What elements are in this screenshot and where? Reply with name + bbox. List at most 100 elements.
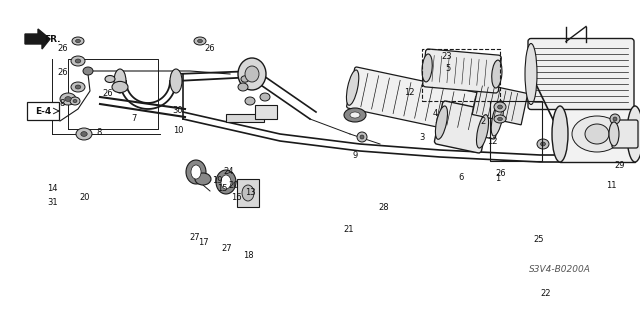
Text: E-4: E-4 (35, 107, 51, 115)
Ellipse shape (492, 101, 504, 136)
Ellipse shape (71, 56, 85, 66)
Text: 22: 22 (540, 289, 550, 298)
Text: 3: 3 (420, 133, 425, 142)
Text: 14: 14 (47, 184, 58, 193)
Ellipse shape (260, 93, 270, 101)
Ellipse shape (76, 59, 81, 63)
Ellipse shape (242, 185, 254, 201)
FancyBboxPatch shape (435, 101, 490, 153)
Text: 18: 18 (243, 251, 253, 260)
Ellipse shape (76, 85, 81, 89)
Text: 12: 12 (404, 88, 415, 97)
Text: 8: 8 (97, 128, 102, 137)
Ellipse shape (73, 100, 77, 103)
FancyBboxPatch shape (27, 102, 59, 120)
Ellipse shape (81, 132, 87, 137)
Ellipse shape (494, 115, 506, 123)
Ellipse shape (245, 66, 259, 82)
Text: 26: 26 (102, 89, 113, 98)
Text: 4: 4 (433, 109, 438, 118)
Text: 1: 1 (495, 174, 500, 183)
FancyBboxPatch shape (528, 39, 634, 109)
Ellipse shape (498, 105, 502, 109)
Text: S3V4-B0200A: S3V4-B0200A (529, 264, 591, 273)
Ellipse shape (613, 117, 617, 121)
Ellipse shape (344, 108, 366, 122)
Ellipse shape (609, 122, 619, 146)
Text: 29: 29 (614, 161, 625, 170)
Ellipse shape (72, 37, 84, 45)
Text: 28: 28 (379, 203, 389, 212)
Text: 27: 27 (190, 233, 200, 242)
Text: 26: 26 (205, 44, 215, 53)
Text: 7: 7 (132, 114, 137, 122)
Ellipse shape (76, 40, 81, 43)
Text: 10: 10 (173, 126, 183, 135)
Text: 2: 2 (481, 117, 486, 126)
Text: FR.: FR. (44, 34, 61, 43)
Ellipse shape (357, 132, 367, 142)
Ellipse shape (112, 81, 128, 93)
Text: 26: 26 (495, 169, 506, 178)
Ellipse shape (60, 93, 76, 105)
Ellipse shape (585, 124, 609, 144)
Ellipse shape (241, 76, 249, 82)
Text: 26: 26 (58, 68, 68, 77)
Text: 31: 31 (47, 198, 58, 207)
Text: 21: 21 (344, 225, 354, 234)
Text: 17: 17 (198, 238, 209, 247)
Text: 5: 5 (445, 64, 451, 73)
Bar (226, 114, 264, 122)
Ellipse shape (105, 76, 115, 83)
Ellipse shape (541, 142, 545, 146)
Ellipse shape (498, 117, 502, 121)
Text: 20: 20 (79, 193, 90, 202)
Text: 15: 15 (218, 184, 228, 193)
Ellipse shape (525, 43, 537, 105)
Text: 30: 30 (173, 106, 183, 115)
Text: 27: 27 (222, 244, 232, 253)
Ellipse shape (350, 112, 360, 118)
Ellipse shape (114, 69, 126, 93)
Ellipse shape (65, 97, 71, 101)
Ellipse shape (422, 54, 432, 82)
Bar (237, 179, 259, 207)
Text: 16: 16 (232, 193, 242, 202)
Text: 11: 11 (606, 181, 616, 189)
Ellipse shape (195, 173, 211, 185)
Ellipse shape (477, 115, 488, 148)
Ellipse shape (216, 170, 236, 194)
Ellipse shape (83, 67, 93, 75)
Ellipse shape (494, 102, 506, 112)
Ellipse shape (194, 37, 206, 45)
Polygon shape (25, 29, 50, 49)
Text: 20: 20 (228, 181, 239, 189)
Ellipse shape (70, 97, 80, 105)
Text: 6: 6 (458, 173, 463, 182)
Text: 23: 23 (442, 52, 452, 61)
Bar (472, 83, 528, 125)
Ellipse shape (627, 106, 640, 162)
Ellipse shape (572, 116, 622, 152)
Ellipse shape (170, 69, 182, 93)
Ellipse shape (191, 165, 201, 179)
Text: 26: 26 (58, 44, 68, 53)
Text: 19: 19 (212, 176, 223, 185)
Bar (422, 49, 500, 101)
Text: 13: 13 (246, 189, 256, 197)
Ellipse shape (537, 139, 549, 149)
Bar (490, 101, 542, 161)
Ellipse shape (435, 106, 447, 139)
Bar (255, 105, 277, 119)
Ellipse shape (346, 70, 359, 105)
Ellipse shape (186, 160, 206, 184)
Text: 9: 9 (353, 151, 358, 160)
FancyBboxPatch shape (347, 67, 504, 139)
Text: 12: 12 (488, 137, 498, 146)
Ellipse shape (552, 106, 568, 162)
Ellipse shape (71, 82, 85, 92)
Ellipse shape (360, 135, 364, 139)
Ellipse shape (198, 40, 202, 43)
Ellipse shape (610, 114, 620, 124)
Ellipse shape (221, 175, 231, 189)
